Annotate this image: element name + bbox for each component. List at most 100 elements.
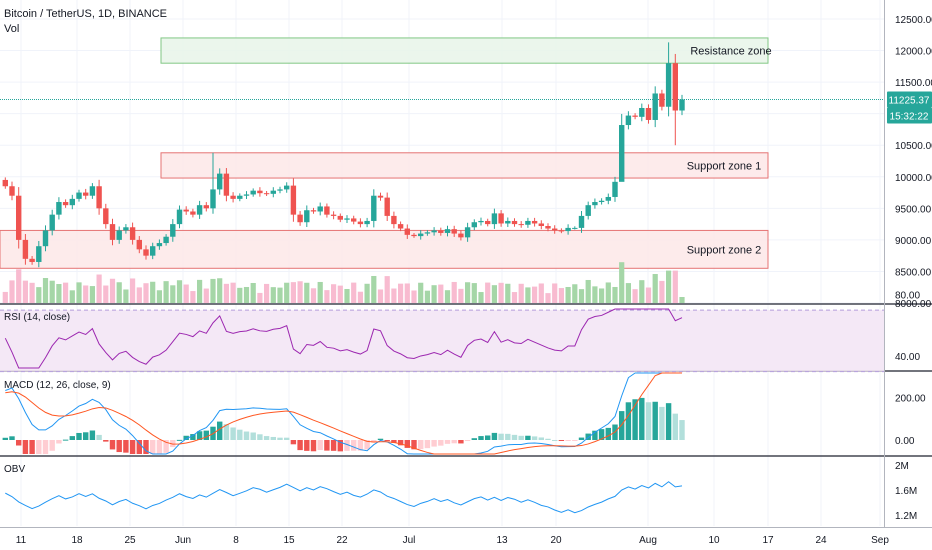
macd-histogram-bar [404, 440, 410, 448]
volume-bar [438, 284, 444, 303]
candle-body [679, 99, 685, 111]
candle-body [284, 185, 290, 190]
macd-histogram-bar [505, 433, 511, 440]
volume-label: Vol [4, 23, 20, 35]
candle-body [525, 220, 531, 225]
volume-bar [491, 285, 497, 303]
rsi-axis-tick: 40.00 [895, 352, 920, 363]
volume-bar [76, 282, 82, 303]
volume-bar [605, 282, 611, 303]
macd-histogram-bar [498, 433, 504, 440]
macd-histogram-bar [284, 437, 290, 440]
macd-histogram-bar [36, 440, 42, 454]
volume-bar [123, 289, 129, 303]
volume-bar [652, 274, 658, 303]
volume-bar [2, 291, 8, 303]
volume-bar [498, 282, 504, 303]
candle-body [451, 229, 457, 234]
candle-body [29, 258, 35, 262]
volume-bar [210, 278, 216, 303]
macd-histogram-bar [170, 440, 176, 448]
price-axis-tick: 8000.00 [895, 299, 932, 310]
candle-body [76, 192, 82, 199]
macd-histogram-bar [558, 440, 565, 441]
support-zone-label: Support zone 1 [687, 160, 762, 172]
macd-histogram-bar [217, 421, 223, 440]
volume-bar [659, 280, 665, 303]
macd-histogram-bar [545, 438, 551, 440]
volume-bar [83, 285, 89, 303]
volume-bar [364, 283, 370, 303]
macd-histogram-bar [163, 440, 169, 453]
volume-bar [176, 280, 183, 303]
candle-body [290, 185, 297, 215]
candle-body [230, 195, 236, 199]
candle-body [49, 214, 55, 231]
candle-body [330, 214, 337, 216]
volume-bar [96, 274, 102, 303]
volume-bar [183, 284, 189, 303]
macd-histogram-bar [444, 440, 451, 444]
volume-bar [344, 288, 350, 303]
macd-histogram-bar [451, 440, 457, 444]
candle-body [558, 230, 565, 232]
candle-body [317, 206, 323, 212]
volume-bar [511, 292, 518, 303]
macd-histogram-bar [438, 440, 444, 446]
volume-bar [243, 286, 250, 303]
candle-body [56, 202, 62, 215]
candle-body [190, 211, 196, 215]
candle-body [2, 179, 8, 187]
candle-body [351, 218, 357, 222]
macd-histogram-bar [391, 440, 397, 443]
price-axis-tick: 9500.00 [895, 204, 932, 215]
macd-histogram-bar [344, 440, 350, 451]
price-axis-tick: 12000.00 [895, 47, 932, 58]
candle-body [464, 227, 471, 238]
volume-bar [485, 282, 491, 303]
volume-bar [538, 283, 544, 303]
time-axis-tick: 17 [762, 535, 774, 546]
macd-histogram-bar [317, 440, 323, 451]
price-axis-tick: 10000.00 [895, 173, 932, 184]
volume-bar [666, 270, 672, 303]
candle-body [371, 195, 377, 221]
macd-histogram-bar [652, 401, 658, 440]
candle-body [444, 229, 451, 233]
candle-body [357, 221, 364, 225]
volume-bar [150, 281, 156, 303]
macd-histogram-bar [56, 440, 62, 444]
macd-histogram-bar [223, 424, 230, 440]
last-price-badge-text: 11225.37 [889, 95, 930, 106]
resistance-zone-box [160, 37, 769, 64]
price-axis-tick: 10500.00 [895, 141, 932, 152]
volume-bar [56, 284, 62, 303]
candle-body [257, 190, 263, 194]
candle-body [270, 190, 276, 194]
volume-bar [458, 288, 464, 303]
time-axis-tick: 22 [336, 535, 348, 546]
macd-histogram-bar [109, 440, 116, 450]
macd-histogram-bar [665, 403, 672, 440]
candle-body [196, 205, 203, 215]
candle-body [324, 206, 330, 215]
volume-bar [337, 285, 343, 303]
volume-bar [304, 282, 310, 303]
macd-histogram-bar [592, 430, 598, 440]
candle-body [645, 107, 652, 120]
resistance-zone-label: Resistance zone [690, 46, 771, 58]
candle-body [424, 232, 431, 234]
time-axis-tick: 18 [71, 535, 83, 546]
time-axis-tick: Jul [403, 535, 416, 546]
macd-histogram-bar [357, 440, 364, 451]
candle-body [243, 194, 250, 196]
volume-bar [351, 282, 357, 303]
candle-body [418, 233, 424, 237]
time-axis-tick: 24 [815, 535, 827, 546]
volume-bar [478, 292, 484, 303]
support-zone-box [0, 229, 769, 269]
volume-bar [518, 283, 524, 303]
volume-bar [310, 288, 317, 303]
volume-bar [190, 291, 196, 303]
